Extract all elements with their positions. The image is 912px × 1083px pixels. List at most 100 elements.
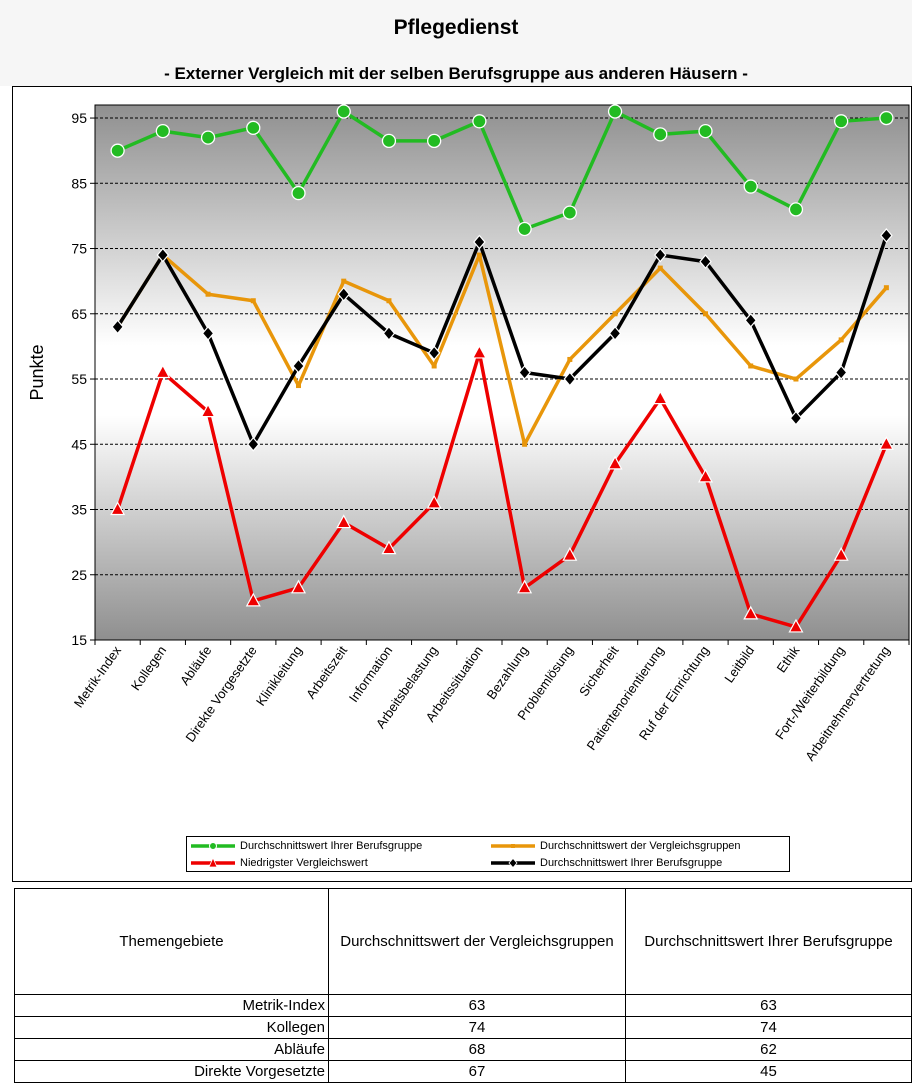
table-cell-value: 67 <box>328 1060 626 1083</box>
data-point <box>698 123 713 139</box>
x-tick-label: Information <box>346 643 396 705</box>
series-4 <box>111 228 893 452</box>
data-point <box>386 298 392 304</box>
legend-label: Durchschnittswert Ihrer Berufsgruppe <box>540 857 723 869</box>
data-point <box>156 247 170 263</box>
data-point <box>205 291 211 297</box>
data-point <box>834 114 849 129</box>
table-cell-value: 63 <box>625 994 912 1017</box>
legend-label: Durchschnittswert Ihrer Berufsgruppe <box>240 840 423 852</box>
data-point <box>200 130 216 145</box>
data-point <box>517 579 533 594</box>
x-tick-label: Arbeitnehmervertretung <box>802 643 893 763</box>
legend-label: Niedrigster Vergleichswert <box>240 857 368 869</box>
data-point <box>341 278 347 284</box>
data-point <box>607 455 623 470</box>
data-point <box>427 133 442 149</box>
series-1 <box>110 104 894 237</box>
data-point <box>472 114 487 129</box>
y-tick-label: 25 <box>71 567 87 583</box>
table-cell-value: 74 <box>625 1016 912 1039</box>
legend-item: Niedrigster Vergleichswert <box>189 855 368 871</box>
table-cell-topic: Metrik-Index <box>14 994 329 1017</box>
data-point <box>562 205 577 220</box>
y-axis-label: Punkte <box>27 344 47 400</box>
data-point <box>743 605 759 620</box>
data-point <box>653 247 667 263</box>
legend-item: Durchschnittswert der Vergleichsgruppen <box>489 838 741 854</box>
chart-frame: 15 25 35 45 55 65 75 85 95 Punkte Metrik-Index Koll… <box>12 86 912 882</box>
y-tick-label: 85 <box>71 175 87 191</box>
x-tick-label: Abläufe <box>177 643 215 688</box>
data-point <box>612 311 618 317</box>
data-point <box>743 179 758 194</box>
data-point <box>562 546 578 561</box>
data-point <box>427 345 441 361</box>
title-area: Pflegedienst - Externer Vergleich mit de… <box>0 0 912 86</box>
series-line <box>116 253 888 447</box>
table-row: Metrik-Index 63 63 <box>14 994 912 1017</box>
data-point <box>563 371 577 387</box>
data-point <box>381 133 397 149</box>
legend-swatch <box>191 857 235 868</box>
data-point <box>292 358 305 374</box>
data-point <box>111 319 124 335</box>
data-table: Themengebiete Durchschnittswert der Verg… <box>14 888 912 1083</box>
data-point <box>838 337 844 343</box>
data-point <box>878 436 894 450</box>
table-cell-value: 62 <box>625 1038 912 1061</box>
table-cell-value: 45 <box>625 1060 912 1083</box>
data-point <box>201 325 215 341</box>
legend-item: Durchschnittswert Ihrer Berufsgruppe <box>489 855 722 871</box>
line-chart: 15 25 35 45 55 65 75 85 95 Punkte Metrik-Index Koll… <box>27 104 910 764</box>
series-3 <box>110 344 894 633</box>
data-point <box>833 546 849 561</box>
data-point <box>336 104 351 119</box>
table-cell-value: 68 <box>328 1038 626 1061</box>
data-point <box>699 254 712 270</box>
x-tick-label: Ethik <box>774 643 803 676</box>
x-tick-label: Klinikleitung <box>253 643 305 708</box>
x-tick-label: Sicherheit <box>576 643 622 699</box>
data-point <box>834 365 848 380</box>
data-point <box>567 356 573 362</box>
table-cell-value: 63 <box>328 994 626 1017</box>
table-header-own: Durchschnittswert Ihrer Berufsgruppe <box>625 888 912 995</box>
data-point <box>426 494 442 509</box>
x-tick-label: Kollegen <box>128 643 169 693</box>
data-point <box>880 228 893 243</box>
data-point <box>657 265 663 271</box>
data-point <box>518 365 531 380</box>
table-header-row: Themengebiete Durchschnittswert der Verg… <box>14 888 912 995</box>
data-point <box>296 383 301 389</box>
data-point <box>608 325 622 341</box>
table-cell-topic: Abläufe <box>14 1038 329 1061</box>
data-point <box>291 185 306 201</box>
x-tick-label: Metrik-Index <box>71 643 125 711</box>
data-point <box>431 363 437 369</box>
table-cell-topic: Kollegen <box>14 1016 329 1039</box>
chart-subtitle: - Externer Vergleich mit der selben Beru… <box>164 64 748 83</box>
data-point <box>522 441 528 447</box>
series-line <box>116 234 889 447</box>
y-tick-label: 95 <box>71 110 87 126</box>
y-tick-label: 55 <box>71 371 87 387</box>
legend-swatch <box>491 857 535 869</box>
legend-swatch <box>191 842 235 850</box>
data-point <box>245 592 261 607</box>
series-line <box>116 109 887 231</box>
data-point <box>879 110 894 126</box>
data-point <box>290 579 307 594</box>
data-point <box>246 120 261 135</box>
data-point <box>200 403 216 418</box>
data-point <box>381 540 397 555</box>
data-point <box>883 285 889 291</box>
y-tick-label: 45 <box>71 436 87 452</box>
legend-item: Durchschnittswert Ihrer Berufsgruppe <box>189 838 422 854</box>
table-row: Abläufe 68 62 <box>14 1038 912 1061</box>
data-point <box>471 344 487 359</box>
data-point <box>517 221 532 237</box>
x-tick-label: Patientenorientierung <box>584 643 667 753</box>
table-row: Kollegen 74 74 <box>14 1016 912 1039</box>
x-tick-label: Bezahlung <box>484 643 532 702</box>
